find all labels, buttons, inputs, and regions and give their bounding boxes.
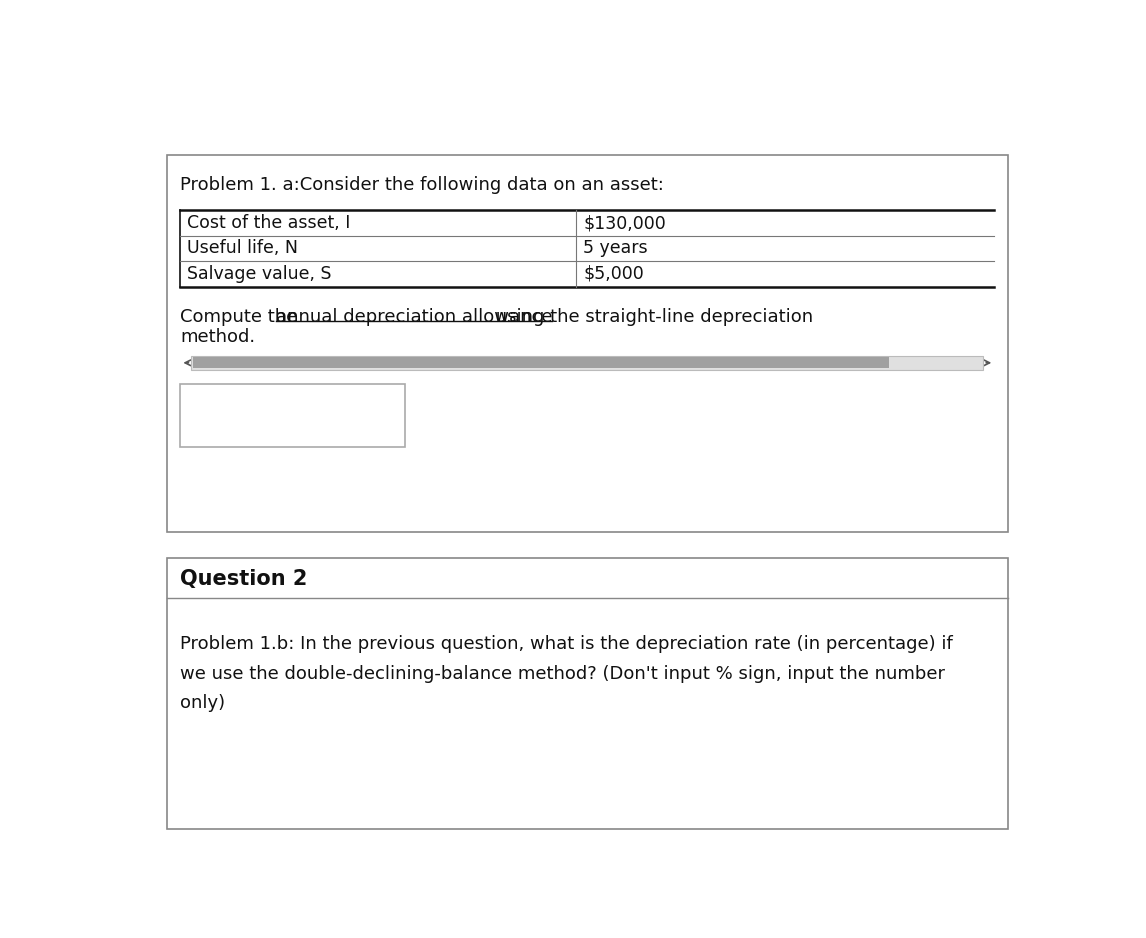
FancyBboxPatch shape <box>166 557 1008 828</box>
Text: method.: method. <box>180 328 256 346</box>
Text: Problem 1. a:Consider the following data on an asset:: Problem 1. a:Consider the following data… <box>180 176 665 194</box>
FancyBboxPatch shape <box>193 357 889 369</box>
FancyBboxPatch shape <box>166 155 1008 532</box>
Text: Compute the: Compute the <box>180 309 304 326</box>
Text: Cost of the asset, I: Cost of the asset, I <box>187 214 350 232</box>
Text: Problem 1.b: In the previous question, what is the depreciation rate (in percent: Problem 1.b: In the previous question, w… <box>180 635 953 713</box>
FancyBboxPatch shape <box>191 356 983 370</box>
Text: $5,000: $5,000 <box>583 265 644 283</box>
Text: 5 years: 5 years <box>583 239 649 257</box>
Text: $130,000: $130,000 <box>583 214 666 232</box>
Text: Salvage value, S: Salvage value, S <box>187 265 331 283</box>
Text: Question 2: Question 2 <box>180 569 308 589</box>
Text: Useful life, N: Useful life, N <box>187 239 298 257</box>
Text: annual depreciation allowance: annual depreciation allowance <box>276 309 552 326</box>
FancyBboxPatch shape <box>180 384 406 446</box>
Text: using the straight-line depreciation: using the straight-line depreciation <box>490 309 814 326</box>
